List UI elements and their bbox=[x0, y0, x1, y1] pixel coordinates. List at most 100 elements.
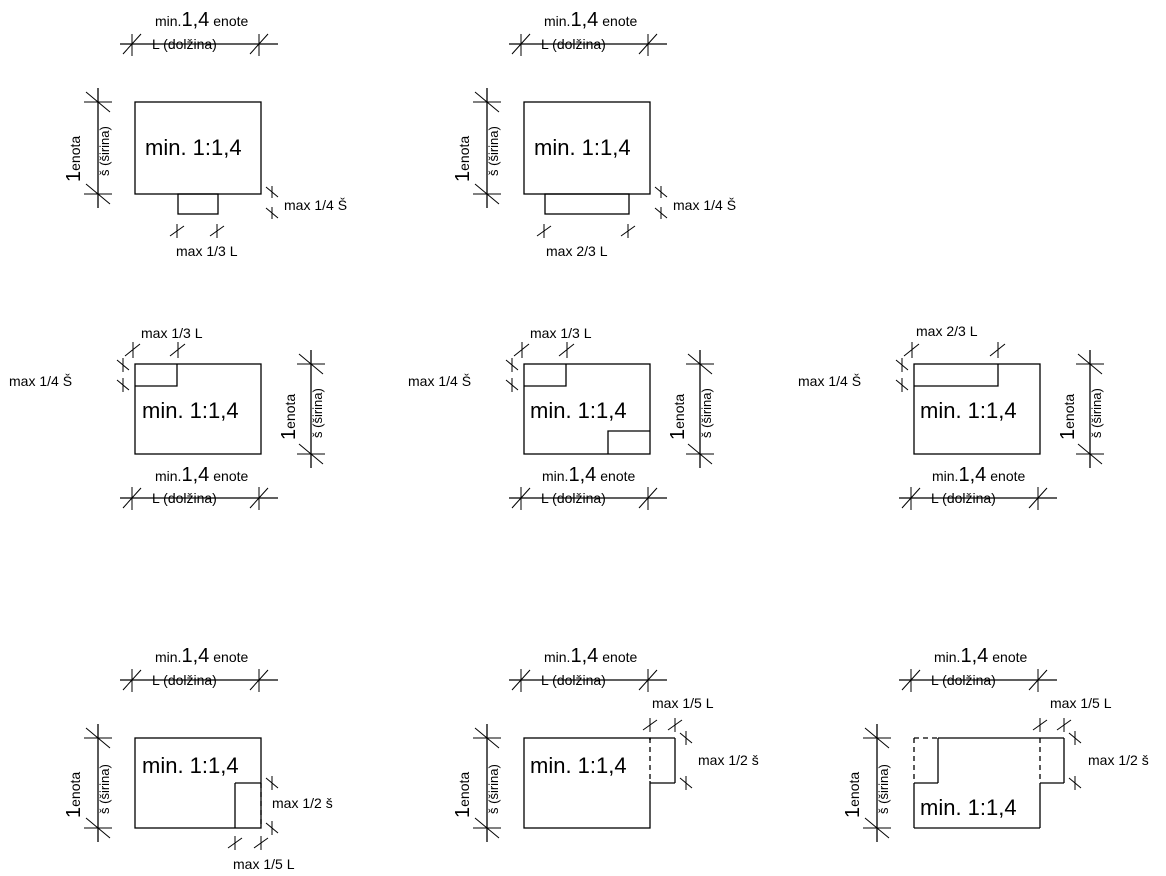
width-suffix: enota bbox=[671, 394, 687, 429]
width-dimension: 1enota š (širina) bbox=[452, 724, 501, 842]
cutout-length-dimension: max 1/3 L bbox=[124, 325, 203, 358]
length-prefix: min. bbox=[155, 468, 181, 484]
width-dimension: 1enota š (širina) bbox=[1057, 350, 1104, 468]
tick-mark bbox=[84, 91, 112, 113]
length-dimension: min.1,4 enote L (dolžina) bbox=[120, 645, 278, 692]
length-number: 1,4 bbox=[960, 645, 988, 667]
length-number: 1,4 bbox=[570, 9, 598, 31]
panel-8: min. 1:1,4 min.1,4 enote L (dolžina) 1eno… bbox=[842, 645, 1149, 842]
length-number: 1,4 bbox=[958, 464, 986, 486]
note-length: max 2/3 L bbox=[546, 243, 608, 259]
svg-text:1enota: 1enota bbox=[278, 394, 300, 440]
ratio-label: min. 1:1,4 bbox=[920, 398, 1017, 423]
panel-5: min. 1:1,4 max 2/3 L max 1/4 Š min.1,4 en… bbox=[798, 323, 1104, 510]
note-depth: max 1/2 š bbox=[1088, 752, 1149, 768]
tick-mark bbox=[901, 487, 921, 510]
tick-mark bbox=[511, 487, 531, 510]
length-number: 1,4 bbox=[181, 464, 209, 486]
cutout-length-dimension: max 1/5 L bbox=[1032, 695, 1112, 732]
width-number: 1 bbox=[63, 807, 85, 818]
length-prefix: min. bbox=[544, 649, 570, 665]
tick-mark bbox=[638, 33, 658, 56]
note-length: max 2/3 L bbox=[916, 323, 978, 339]
length-dimension: min.1,4 enote L (dolžina) bbox=[509, 645, 667, 692]
length-suffix: enote bbox=[213, 649, 248, 665]
width-dimension: 1enota š (širina) bbox=[63, 724, 112, 842]
tick-mark bbox=[686, 353, 714, 375]
length-suffix: enote bbox=[602, 13, 637, 29]
tick-mark bbox=[122, 33, 142, 56]
note-length: max 1/5 L bbox=[233, 856, 295, 872]
cutout-length-dimension: max 2/3 L bbox=[903, 323, 1006, 358]
note-depth: max 1/4 Š bbox=[284, 197, 347, 213]
tick-mark bbox=[122, 669, 142, 692]
main-rectangle bbox=[913, 363, 1041, 455]
cutout-length-dimension: max 1/5 L bbox=[227, 836, 295, 872]
tick-mark bbox=[638, 669, 658, 692]
width-number: 1 bbox=[452, 807, 474, 818]
width-suffix: enota bbox=[282, 394, 298, 429]
width-suffix: enota bbox=[456, 772, 472, 807]
width-suffix: enota bbox=[846, 772, 862, 807]
tick-mark bbox=[84, 817, 112, 839]
width-suffix: enota bbox=[67, 772, 83, 807]
length-name: L (dolžina) bbox=[541, 672, 606, 688]
tick-mark bbox=[863, 727, 891, 749]
main-rectangle bbox=[523, 363, 651, 455]
tick-mark bbox=[473, 183, 501, 205]
length-name: L (dolžina) bbox=[541, 490, 606, 506]
tick-mark bbox=[1076, 353, 1104, 375]
width-name: š (širina) bbox=[97, 126, 112, 176]
cutout-length-dimension: max 1/3 L bbox=[513, 325, 592, 358]
note-length: max 1/3 L bbox=[530, 325, 592, 341]
extension-length-dimension: max 2/3 L bbox=[536, 224, 636, 259]
width-dimension: 1enota š (širina) bbox=[278, 350, 325, 468]
tick-mark bbox=[1028, 487, 1048, 510]
panel-3: min. 1:1,4 max 1/3 L max 1/4 Š min.1,4 en… bbox=[9, 325, 325, 510]
note-depth: max 1/4 Š bbox=[673, 197, 736, 213]
width-number: 1 bbox=[1057, 429, 1079, 440]
note-length: max 1/5 L bbox=[652, 695, 714, 711]
width-dimension: 1enota š (širina) bbox=[667, 350, 714, 468]
tick-mark bbox=[473, 727, 501, 749]
note-length: max 1/3 L bbox=[176, 243, 238, 259]
main-rectangle bbox=[134, 363, 262, 455]
width-suffix: enota bbox=[1061, 394, 1077, 429]
length-number: 1,4 bbox=[181, 9, 209, 31]
length-suffix: enote bbox=[602, 649, 637, 665]
tick-mark bbox=[249, 33, 269, 56]
ratio-label: min. 1:1,4 bbox=[530, 398, 627, 423]
extension-length-dimension: max 1/3 L bbox=[169, 224, 238, 259]
length-suffix: enote bbox=[990, 468, 1025, 484]
svg-text:1enota: 1enota bbox=[63, 772, 85, 818]
panel-1: min. 1:1,4 min.1,4 enote L (dolžina) 1eno… bbox=[63, 9, 347, 259]
svg-text:1enota: 1enota bbox=[842, 772, 864, 818]
ratio-label: min. 1:1,4 bbox=[920, 795, 1017, 820]
panel-7: min. 1:1,4 min.1,4 enote L (dolžina) 1eno… bbox=[452, 645, 759, 842]
ratio-label: min. 1:1,4 bbox=[530, 753, 627, 778]
length-prefix: min. bbox=[544, 13, 570, 29]
length-prefix: min. bbox=[934, 649, 960, 665]
tick-mark bbox=[84, 183, 112, 205]
extension-depth-dimension: max 1/4 Š bbox=[265, 186, 347, 219]
panel-4: min. 1:1,4 max 1/3 L max 1/4 Š min.1,4 en… bbox=[408, 325, 714, 510]
length-suffix: enote bbox=[213, 468, 248, 484]
width-name: š (širina) bbox=[310, 388, 325, 438]
length-suffix: enote bbox=[992, 649, 1027, 665]
tick-mark bbox=[511, 669, 531, 692]
note-depth: max 1/4 Š bbox=[9, 373, 72, 389]
svg-text:1enota: 1enota bbox=[452, 772, 474, 818]
bottom-extension bbox=[544, 193, 630, 215]
tick-mark bbox=[297, 353, 325, 375]
length-prefix: min. bbox=[155, 13, 181, 29]
tick-mark bbox=[473, 91, 501, 113]
